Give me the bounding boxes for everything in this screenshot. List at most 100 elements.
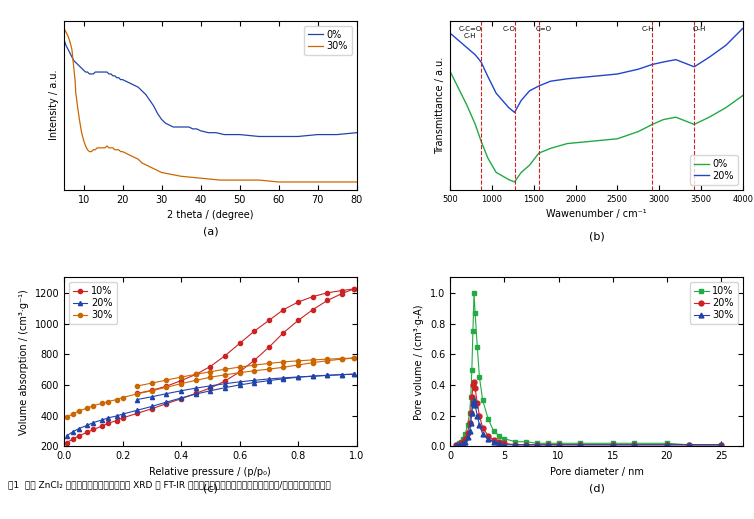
30% — [63, 414, 72, 420]
30% — [575, 442, 584, 448]
10% — [265, 344, 274, 350]
0% — [510, 179, 519, 185]
10% — [510, 439, 520, 445]
20% — [323, 372, 332, 378]
Text: C=O: C=O — [536, 26, 552, 32]
10% — [466, 394, 475, 400]
30% — [608, 442, 618, 448]
30% — [308, 360, 317, 366]
30% — [662, 442, 671, 448]
X-axis label: Relative pressure / (p/p₀): Relative pressure / (p/p₀) — [149, 467, 271, 477]
20% — [613, 71, 622, 77]
30% — [220, 372, 229, 378]
10% — [250, 357, 259, 363]
30% — [112, 397, 121, 403]
10% — [473, 344, 482, 350]
30% — [483, 435, 492, 442]
30% — [467, 409, 477, 416]
20% — [118, 411, 127, 417]
10% — [89, 426, 98, 432]
30% — [74, 408, 83, 414]
20% — [630, 442, 639, 448]
20% — [738, 25, 747, 32]
30% — [206, 374, 215, 380]
20% — [500, 440, 509, 446]
30% — [470, 397, 479, 403]
30% — [349, 355, 358, 361]
30% — [83, 147, 92, 153]
30% — [89, 403, 98, 409]
30% — [473, 413, 482, 419]
30% — [352, 179, 361, 185]
10% — [461, 431, 470, 437]
Line: 10%: 10% — [65, 287, 356, 445]
20% — [206, 388, 215, 394]
0% — [690, 121, 699, 128]
0% — [516, 169, 526, 175]
0% — [352, 130, 361, 136]
30% — [83, 405, 92, 411]
0% — [118, 76, 127, 83]
10% — [235, 369, 244, 375]
20% — [454, 37, 463, 44]
10% — [495, 432, 504, 439]
Line: 20%: 20% — [453, 379, 723, 447]
30% — [133, 391, 142, 397]
10% — [458, 435, 467, 442]
30% — [122, 151, 131, 157]
10% — [554, 440, 563, 446]
20% — [162, 399, 171, 405]
Y-axis label: Pore volume / (cm³·g-A): Pore volume / (cm³·g-A) — [415, 304, 425, 420]
30% — [97, 400, 106, 406]
30% — [60, 25, 69, 32]
30% — [458, 440, 467, 446]
X-axis label: Wawenumber / cm⁻¹: Wawenumber / cm⁻¹ — [546, 209, 647, 219]
0% — [446, 69, 455, 75]
20% — [492, 90, 501, 97]
30% — [162, 384, 171, 390]
0% — [219, 131, 228, 138]
10% — [176, 395, 185, 402]
20% — [176, 395, 185, 401]
20% — [478, 425, 487, 431]
20% — [470, 385, 480, 391]
Line: 30%: 30% — [453, 398, 723, 447]
20% — [97, 417, 106, 423]
30% — [630, 442, 639, 448]
20% — [587, 73, 596, 79]
30% — [235, 370, 244, 376]
Text: O-H: O-H — [692, 26, 706, 32]
30% — [466, 420, 475, 427]
20% — [349, 371, 358, 377]
10% — [463, 422, 472, 428]
20% — [147, 403, 156, 409]
20% — [483, 73, 492, 79]
20% — [112, 413, 121, 419]
30% — [463, 434, 472, 440]
30% — [716, 442, 725, 448]
10% — [532, 440, 541, 446]
Text: C-C=O
C-H: C-C=O C-H — [458, 26, 482, 39]
30% — [235, 177, 244, 183]
10% — [470, 290, 479, 296]
30% — [118, 394, 127, 401]
20% — [554, 442, 563, 448]
Text: C-O: C-O — [503, 26, 516, 32]
20% — [446, 30, 455, 36]
Line: 30%: 30% — [64, 29, 357, 182]
10% — [192, 390, 201, 397]
20% — [235, 382, 244, 388]
0% — [722, 104, 731, 111]
30% — [554, 442, 563, 448]
10% — [483, 416, 492, 422]
10% — [575, 440, 584, 446]
30% — [522, 442, 531, 448]
20% — [510, 110, 519, 116]
0% — [255, 133, 264, 140]
30% — [279, 364, 288, 371]
30% — [116, 148, 125, 155]
20% — [133, 407, 142, 413]
Legend: 0%, 20%: 0%, 20% — [690, 155, 738, 185]
Legend: 10%, 20%, 30%: 10%, 20%, 30% — [690, 282, 738, 324]
0% — [659, 116, 668, 122]
